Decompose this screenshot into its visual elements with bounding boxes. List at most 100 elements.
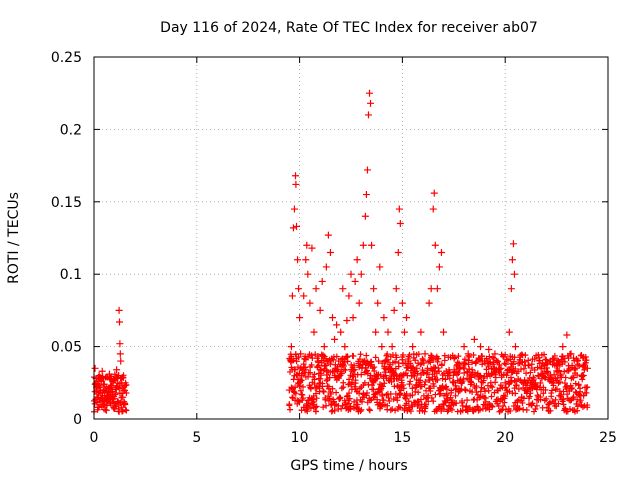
cloud-point [574,372,581,379]
cloud-point [412,357,419,364]
data-point [508,256,516,264]
cloud-point [533,402,540,409]
data-point [361,212,369,220]
cloud-point [528,361,535,368]
cloud-point [415,351,422,358]
data-point [112,389,120,397]
data-point [583,364,591,372]
data-point [364,111,372,119]
data-point [287,343,295,351]
cloud-point [584,384,591,391]
data-point [429,205,437,213]
cloud-point [543,361,550,368]
data-point [390,306,398,314]
data-point [559,343,567,351]
cloud-point [461,359,468,366]
cloud-point [297,387,304,394]
cloud-point [530,376,537,383]
cloud-point [400,351,407,358]
cloud-point [357,351,364,358]
data-point [113,366,121,374]
data-point [290,205,298,213]
cloud-point [409,392,416,399]
cloud-point [464,397,471,404]
cloud-point [560,401,567,408]
cloud-point [561,358,568,365]
cloud-point [331,401,338,408]
data-point [427,285,435,293]
data-point [372,328,380,336]
cloud-point [430,398,437,405]
data-point [456,364,464,372]
cloud-point [346,395,353,402]
cloud-point [560,388,567,395]
cloud-point [351,362,358,369]
cloud-point [500,371,507,378]
cloud-point [527,390,534,397]
data-point [293,222,301,230]
cloud-point [380,397,387,404]
cloud-point [387,390,394,397]
cloud-point [341,359,348,366]
data-point [437,248,445,256]
cloud-point [577,385,584,392]
cloud-point [320,388,327,395]
cloud-point [568,385,575,392]
cloud-point [330,356,337,363]
data-point [91,364,99,372]
data-point [294,256,302,264]
cloud-point [309,355,316,362]
cloud-point [359,398,365,405]
data-point [435,263,443,271]
data-point [297,350,305,358]
cloud-point [304,408,311,415]
data-point [518,393,526,401]
cloud-point [393,354,400,361]
data-point [460,343,468,351]
cloud-point [435,365,442,372]
data-point [413,364,421,372]
data-point [510,270,518,278]
data-point [291,172,299,180]
cloud-point [419,355,426,362]
data-point [421,350,429,358]
cloud-point [548,390,555,397]
cloud-point [327,361,334,368]
cloud-point [405,398,412,405]
data-point [341,343,349,351]
cloud-point [397,404,404,411]
cloud-point [584,404,591,411]
cloud-point [456,360,463,367]
data-point [501,379,509,387]
data-point [333,321,341,329]
data-point [111,376,119,384]
data-point [374,299,382,307]
cloud-point [470,351,477,358]
cloud-point [385,394,392,401]
cloud-point [361,379,368,386]
cloud-point [515,386,522,393]
cloud-point [565,355,572,362]
cloud-point [570,374,577,381]
cloud-point [552,396,559,403]
data-point [396,220,404,228]
cloud-point [527,369,534,376]
cloud-point [420,357,427,364]
x-tick-label: 20 [496,430,514,446]
cloud-point [459,398,466,405]
cloud-point [363,352,370,359]
data-point [94,403,102,411]
cloud-point [406,381,413,388]
cloud-point [122,406,129,413]
y-tick-label: 0.05 [51,340,82,356]
cloud-point [451,354,458,361]
cloud-point [487,359,494,366]
cloud-point [338,370,345,377]
chart-title: Day 116 of 2024, Rate Of TEC Index for r… [160,20,538,36]
x-tick-label: 5 [192,430,201,446]
cloud-point [466,354,473,361]
cloud-point [326,374,333,381]
data-point [363,166,371,174]
data-point [378,343,386,351]
cloud-point [405,364,412,371]
